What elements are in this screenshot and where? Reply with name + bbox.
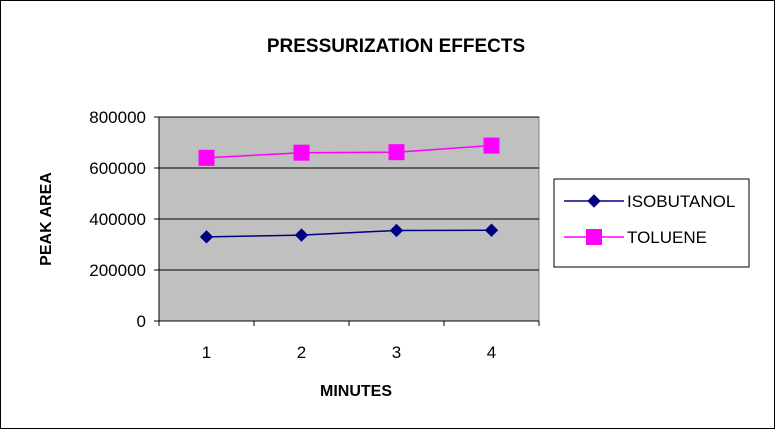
data-point — [484, 223, 499, 237]
x-tick-label: 4 — [487, 343, 496, 362]
data-point — [388, 144, 405, 161]
x-axis-title: MINUTES — [320, 383, 392, 400]
x-ticks: 1 2 3 4 — [158, 321, 540, 362]
data-point — [293, 144, 310, 161]
legend-marker — [587, 194, 601, 208]
data-point — [294, 228, 309, 242]
legend-label: TOLUENE — [627, 228, 707, 247]
chart-title: PRESSURIZATION EFFECTS — [267, 36, 525, 57]
y-tick-label: 200000 — [89, 261, 146, 280]
series-isobutanol — [199, 223, 499, 244]
series-line — [206, 144, 492, 159]
y-tick-label: 600000 — [89, 159, 146, 178]
data-point — [483, 137, 500, 154]
legend-marker — [586, 229, 602, 245]
series-layer — [198, 137, 500, 244]
y-tick-label: 800000 — [89, 108, 146, 127]
data-point — [198, 149, 215, 166]
legend-item-isobutanol: ISOBUTANOL — [564, 192, 735, 211]
series-toluene — [198, 137, 500, 166]
y-tick-label: 0 — [137, 312, 146, 331]
legend-label: ISOBUTANOL — [627, 192, 735, 211]
y-ticks: 0 200000 400000 600000 800000 — [89, 108, 159, 331]
legend-item-toluene: TOLUENE — [564, 228, 707, 247]
x-tick-label: 2 — [297, 343, 306, 362]
series-line — [206, 229, 492, 238]
data-point — [389, 223, 404, 238]
data-point — [199, 230, 214, 244]
y-tick-label: 400000 — [89, 210, 146, 229]
x-tick-label: 1 — [202, 343, 211, 362]
y-axis-title: PEAK AREA — [38, 172, 55, 266]
x-tick-label: 3 — [392, 343, 401, 362]
legend-box — [553, 178, 750, 268]
legend-items: ISOBUTANOL TOLUENE — [564, 192, 735, 247]
gridlines — [159, 116, 539, 271]
